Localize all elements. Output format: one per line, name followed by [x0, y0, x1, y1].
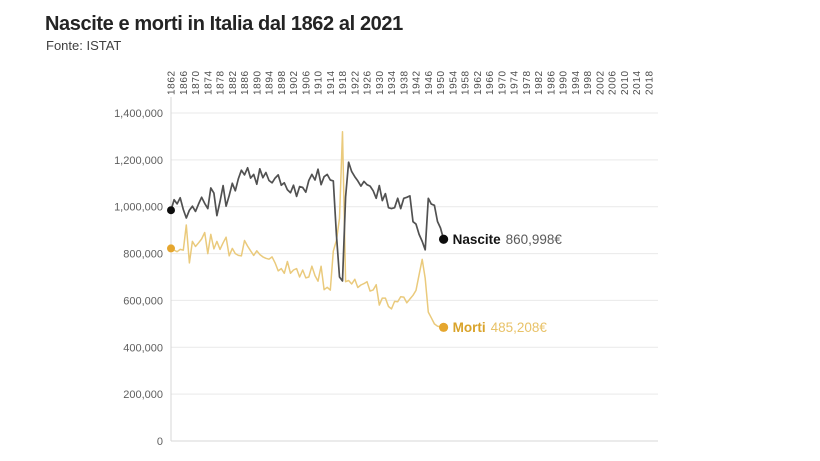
- y-axis-labels: 0 200,000 400,000 600,000 800,000 1,000,000 1,…: [114, 108, 163, 448]
- x-axis-tick-label: 1958: [461, 70, 472, 95]
- x-axis-tick-label: 1862: [167, 70, 178, 95]
- x-axis-tick-label: 1966: [485, 70, 496, 95]
- x-axis-tick-label: 1930: [375, 70, 386, 95]
- series-end-labels: Morti 485,208€ Nascite 860,998€: [453, 232, 563, 335]
- x-axis-tick-label: 1986: [546, 70, 557, 95]
- x-axis-tick-label: 1922: [350, 70, 361, 95]
- y-axis-tick-label: 1,200,000: [114, 155, 163, 167]
- series-markers: [167, 206, 449, 332]
- x-axis-tick-label: 1978: [522, 70, 533, 95]
- series-start-dot-nascite: [167, 206, 175, 215]
- x-axis-tick-label: 1946: [424, 70, 435, 95]
- series-end-dot-morti: [438, 322, 449, 332]
- x-axis-tick-label: 1982: [534, 70, 545, 95]
- y-axis-tick-label: 600,000: [123, 295, 163, 307]
- x-axis-tick-label: 1914: [326, 70, 337, 95]
- x-axis-tick-label: 2014: [632, 70, 643, 95]
- x-axis-tick-label: 1934: [387, 70, 398, 95]
- x-axis-tick-label: 1954: [448, 70, 459, 95]
- x-axis-tick-label: 1962: [473, 70, 484, 95]
- x-axis-tick-label: 2006: [608, 70, 619, 95]
- x-axis-tick-label: 1950: [436, 70, 447, 95]
- y-axis-tick-label: 800,000: [123, 249, 163, 261]
- x-axis-tick-label: 1882: [228, 70, 239, 95]
- y-axis-tick-label: 1,000,000: [114, 202, 163, 214]
- series-name-label: Morti: [453, 320, 486, 335]
- series-lines: [170, 130, 445, 329]
- x-axis-tick-label: 1918: [338, 70, 349, 95]
- y-axis-tick-label: 200,000: [123, 389, 163, 401]
- series-value-label: 860,998€: [506, 232, 563, 247]
- series-line-morti: [170, 130, 445, 329]
- gridlines: [170, 97, 658, 442]
- x-axis-tick-label: 1874: [203, 70, 214, 95]
- x-axis-tick-label: 2010: [620, 70, 631, 95]
- y-axis-tick-label: 1,400,000: [114, 108, 163, 120]
- x-axis-tick-label: 1906: [301, 70, 312, 95]
- x-axis-tick-label: 1870: [191, 70, 202, 95]
- x-axis-labels: 1862 1866 1870 1874 1878 1882 1886 1890 1894 1898…: [167, 70, 656, 95]
- x-axis-tick-label: 1990: [559, 70, 570, 95]
- x-axis-tick-label: 1902: [289, 70, 300, 95]
- y-axis-tick-label: 400,000: [123, 342, 163, 354]
- series-value-label: 485,208€: [491, 320, 548, 335]
- x-axis-tick-label: 1998: [583, 70, 594, 95]
- series-end-label-morti: Morti 485,208€: [453, 320, 548, 335]
- x-axis-tick-label: 1970: [497, 70, 508, 95]
- series-name-label: Nascite: [453, 232, 502, 247]
- y-axis-tick-label: 0: [157, 436, 163, 448]
- x-axis-tick-label: 1894: [265, 70, 276, 95]
- x-axis-tick-label: 1974: [510, 70, 521, 95]
- x-axis-tick-label: 2002: [595, 70, 606, 95]
- x-axis-tick-label: 1886: [240, 70, 251, 95]
- chart-title: Nascite e morti in Italia dal 1862 al 20…: [45, 13, 403, 35]
- series-end-label-nascite: Nascite 860,998€: [453, 232, 563, 247]
- x-axis-tick-label: 1890: [252, 70, 263, 95]
- series-start-dot-morti: [167, 244, 175, 253]
- x-axis-tick-label: 1926: [363, 70, 374, 95]
- x-axis-tick-label: 1994: [571, 70, 582, 95]
- x-axis-tick-label: 1898: [277, 70, 288, 95]
- x-axis-tick-label: 1942: [412, 70, 423, 95]
- x-axis-tick-label: 1878: [216, 70, 227, 95]
- x-axis-tick-label: 2018: [644, 70, 655, 95]
- x-axis-tick-label: 1866: [179, 70, 190, 95]
- series-end-dot-nascite: [438, 234, 449, 244]
- x-axis-tick-label: 1910: [314, 70, 325, 95]
- chart-source: Fonte: ISTAT: [46, 38, 122, 53]
- series-line-nascite: [170, 161, 445, 282]
- x-axis-tick-label: 1938: [399, 70, 410, 95]
